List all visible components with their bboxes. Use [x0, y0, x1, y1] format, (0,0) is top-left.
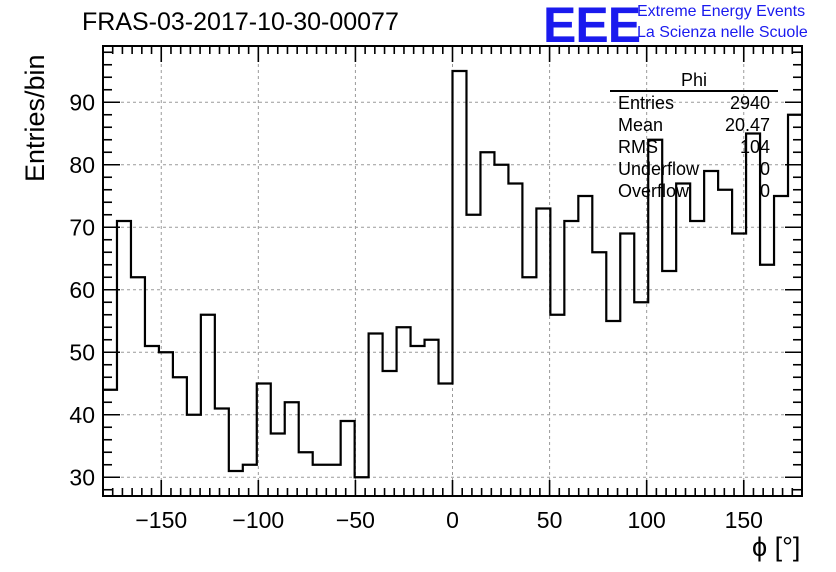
histogram-bin — [355, 477, 369, 496]
histogram-bin — [159, 352, 173, 496]
histogram-bin — [522, 277, 536, 496]
x-tick-label: −50 — [336, 507, 375, 533]
y-tick-label: 50 — [69, 339, 95, 365]
histogram-bin — [285, 402, 299, 496]
histogram-bin — [634, 302, 648, 496]
stats-value: 104 — [739, 137, 770, 157]
histogram-bin — [299, 452, 313, 496]
histogram-bin — [131, 277, 145, 496]
histogram-bin — [760, 265, 774, 496]
histogram-bin — [327, 465, 341, 496]
histogram-bin — [313, 465, 327, 496]
histogram-bin — [117, 221, 131, 496]
histogram-bin — [411, 346, 425, 496]
histogram-bin — [341, 421, 355, 496]
y-tick-label: 60 — [69, 277, 95, 303]
histogram-bin — [425, 340, 439, 496]
y-tick-label: 90 — [69, 89, 95, 115]
histogram-bin — [466, 215, 480, 496]
stats-value: 2940 — [729, 93, 770, 113]
histogram-bin — [369, 334, 383, 497]
histogram-bin — [774, 196, 788, 496]
x-tick-label: 50 — [537, 507, 563, 533]
stats-title: Phi — [610, 70, 778, 92]
histogram-bin — [201, 315, 215, 496]
histogram-bin — [690, 221, 704, 496]
histogram-bin — [578, 196, 592, 496]
histogram-bin — [536, 209, 550, 497]
x-axis-label: ϕ [°] — [752, 532, 801, 562]
histogram-outline — [103, 69, 802, 479]
stats-box: Phi Entries 2940 Mean 20.47 RMS 104 Unde… — [610, 70, 778, 202]
histogram-bin — [592, 252, 606, 496]
histogram-bin — [243, 465, 257, 496]
y-tick-label: 40 — [69, 402, 95, 428]
stats-row-underflow: Underflow 0 — [610, 158, 778, 180]
histogram-bin — [718, 190, 732, 496]
histogram-bin — [704, 171, 718, 496]
histogram-bin — [620, 234, 634, 497]
stats-row-mean: Mean 20.47 — [610, 114, 778, 136]
histogram-bin — [606, 321, 620, 496]
y-axis-label: Entries/bin — [20, 54, 50, 182]
y-tick-label: 80 — [69, 152, 95, 178]
logo-caption-line1: Extreme Energy Events — [637, 3, 806, 20]
histogram-bin — [383, 371, 397, 496]
stats-key: RMS — [618, 137, 658, 157]
histogram-bin — [229, 471, 243, 496]
histogram-bin — [397, 327, 411, 496]
histogram-bin — [453, 71, 467, 496]
histogram-bin — [257, 384, 271, 497]
histogram-bin — [508, 184, 522, 497]
x-tick-label: 0 — [446, 507, 459, 533]
stats-row-rms: RMS 104 — [610, 136, 778, 158]
stats-key: Overflow — [618, 181, 690, 201]
histogram-bin — [788, 115, 802, 496]
y-tick-label: 70 — [69, 214, 95, 240]
eee-logo: EEE — [543, 0, 641, 53]
x-tick-label: 100 — [627, 507, 665, 533]
histogram-bin — [439, 384, 453, 497]
stats-row-entries: Entries 2940 — [610, 92, 778, 114]
histogram-bin — [550, 315, 564, 496]
stats-value: 0 — [759, 181, 770, 201]
logo-caption-line2: La Scienza nelle Scuole — [637, 24, 808, 41]
chart-title: FRAS-03-2017-10-30-00077 — [82, 8, 399, 36]
histogram-bin — [187, 415, 201, 496]
x-tick-label: 150 — [725, 507, 763, 533]
histogram-bin — [662, 271, 676, 496]
x-tick-label: −150 — [135, 507, 187, 533]
histogram-bin — [145, 346, 159, 496]
y-tick-label: 30 — [69, 464, 95, 490]
histogram-bin — [271, 434, 285, 497]
stats-value: 0 — [759, 159, 770, 179]
histogram-bin — [173, 377, 187, 496]
stats-key: Underflow — [618, 159, 700, 179]
stats-value: 20.47 — [724, 115, 770, 135]
histogram-bin — [215, 409, 229, 497]
stats-row-overflow: Overflow 0 — [610, 180, 778, 202]
stats-key: Entries — [618, 93, 675, 113]
histogram-bin — [494, 165, 508, 496]
x-tick-label: −100 — [232, 507, 284, 533]
histogram-bin — [676, 184, 690, 497]
histogram-bin — [103, 390, 117, 496]
histogram-bin — [732, 234, 746, 497]
histogram-bin — [480, 152, 494, 496]
histogram-bin — [564, 221, 578, 496]
stats-key: Mean — [618, 115, 664, 135]
